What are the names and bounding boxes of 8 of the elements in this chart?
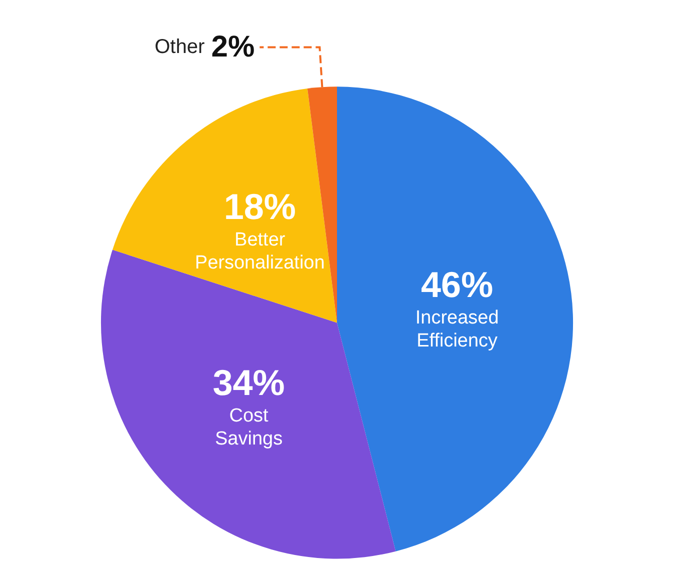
- slice-label: Cost Savings: [214, 406, 283, 450]
- slice-label: Better Personalization: [194, 229, 325, 274]
- slice-label: Increased Efficiency: [415, 308, 499, 352]
- data-label: 18%: [224, 186, 296, 227]
- data-label: 34%: [212, 362, 285, 404]
- slice-label: Other: [154, 36, 205, 58]
- data-label: 46%: [421, 264, 494, 306]
- data-label: 2%: [211, 30, 255, 64]
